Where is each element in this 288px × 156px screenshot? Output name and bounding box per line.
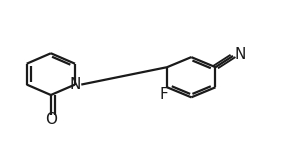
Text: N: N bbox=[69, 77, 81, 92]
Text: F: F bbox=[160, 87, 168, 102]
Text: N: N bbox=[234, 47, 246, 62]
Text: O: O bbox=[45, 112, 57, 127]
